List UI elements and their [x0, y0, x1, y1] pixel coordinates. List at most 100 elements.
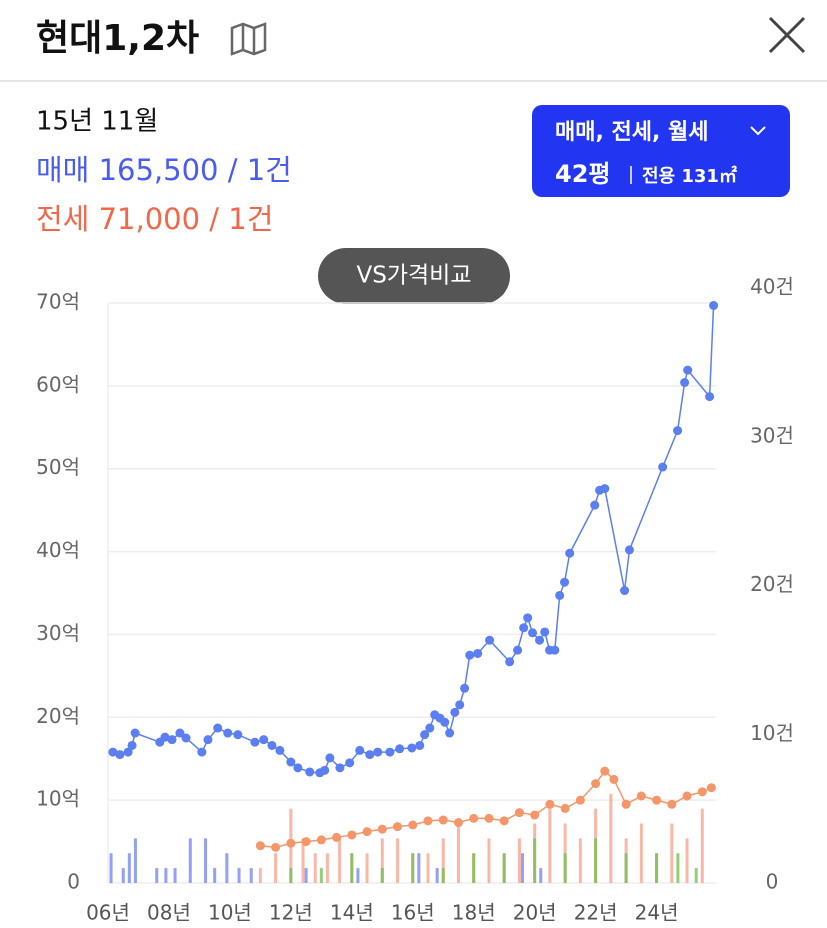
volume-bar [578, 838, 582, 883]
volume-bar [164, 868, 168, 883]
price-point [233, 730, 243, 740]
volume-bar [502, 853, 506, 883]
filter-button[interactable]: 매매, 전세, 월세 42평 전용 131㎡ [532, 105, 790, 197]
jeonse-info: 전세 71,000 / 1건 [36, 202, 273, 236]
price-point [259, 735, 269, 745]
close-button[interactable] [768, 16, 806, 54]
volume-bar [655, 853, 659, 883]
volume-bar [396, 838, 400, 883]
price-point [465, 650, 475, 660]
price-point [250, 737, 260, 747]
y-tick-label: 70억 [36, 290, 80, 314]
price-point [499, 816, 509, 826]
volume-bar [225, 853, 229, 883]
price-point [485, 635, 495, 645]
volume-bar [685, 838, 689, 883]
volume-bar [338, 838, 342, 883]
price-point [362, 827, 372, 837]
volume-bar [121, 868, 125, 883]
volume-bar [411, 853, 415, 883]
volume-bar [609, 793, 613, 883]
volume-bar [133, 838, 137, 883]
price-point [600, 766, 610, 776]
volume-bar [563, 853, 567, 883]
map-icon[interactable] [230, 22, 267, 56]
price-point [355, 745, 365, 755]
price-point [652, 795, 662, 805]
price-line [260, 770, 712, 849]
volume-bar [533, 838, 537, 883]
area: 전용 131㎡ [642, 165, 737, 187]
price-point [484, 813, 494, 823]
price-point [275, 745, 285, 755]
price-point [530, 810, 540, 820]
price-point [709, 300, 719, 310]
price-point [513, 645, 523, 655]
volume-bar [204, 838, 208, 883]
price-point [590, 500, 600, 510]
price-point [460, 683, 470, 693]
price-point [540, 627, 550, 637]
price-point [293, 763, 303, 773]
price-point [332, 832, 342, 842]
price-point [423, 816, 433, 826]
y-tick-label: 20억 [36, 704, 80, 728]
price-point [680, 378, 690, 388]
volume-bar [487, 838, 491, 883]
price-point [706, 783, 716, 793]
price-point [373, 747, 383, 757]
price-point [455, 700, 465, 710]
price-point [621, 799, 631, 809]
price-point [160, 732, 170, 742]
volume-bar [520, 853, 524, 883]
y2-tick-label: 0 [766, 870, 779, 894]
volume-bar [274, 853, 278, 883]
volume-bar [258, 868, 262, 883]
price-point [115, 750, 125, 760]
price-point [473, 648, 483, 658]
trade-types: 매매, 전세, 월세 [555, 120, 708, 145]
price-point [316, 835, 326, 845]
volume-bar [365, 853, 369, 883]
y-tick-label: 50억 [36, 455, 80, 479]
y-tick-label: 40억 [36, 538, 80, 562]
y-tick-label: 60억 [36, 372, 80, 396]
volume-bar [548, 808, 552, 883]
volume-bar [517, 838, 521, 883]
y2-tick-label: 30건 [750, 423, 794, 447]
price-point [267, 740, 277, 750]
price-point [453, 818, 463, 828]
x-tick-label: 12년 [269, 901, 313, 925]
volume-bar [435, 868, 439, 883]
volume-bar [109, 853, 113, 883]
volume-bar [624, 853, 628, 883]
price-point [555, 590, 565, 600]
price-point [408, 820, 418, 830]
volume-bar [237, 868, 241, 883]
volume-bar [127, 853, 131, 883]
y2-tick-label: 20건 [750, 572, 794, 596]
price-point [377, 824, 387, 834]
price-point [624, 545, 634, 555]
volume-bar [155, 868, 159, 883]
price-point [575, 795, 585, 805]
volume-bar [289, 868, 293, 883]
sale-info: 매매 165,500 / 1건 [36, 153, 292, 187]
price-point [286, 838, 296, 848]
volume-bar [441, 868, 445, 883]
price-point [469, 813, 479, 823]
volume-bar [249, 868, 253, 883]
y2-tick-label: 40건 [750, 275, 794, 299]
compare-button[interactable]: VS가격비교 [318, 248, 510, 304]
y-tick-label: 10억 [36, 787, 80, 811]
y-tick-label: 30억 [36, 621, 80, 645]
x-tick-label: 14년 [330, 901, 374, 925]
price-point [550, 645, 560, 655]
price-point [123, 747, 133, 757]
price-point [535, 635, 545, 645]
volume-bar [456, 823, 460, 883]
price-point [130, 728, 140, 738]
price-point [127, 740, 137, 750]
